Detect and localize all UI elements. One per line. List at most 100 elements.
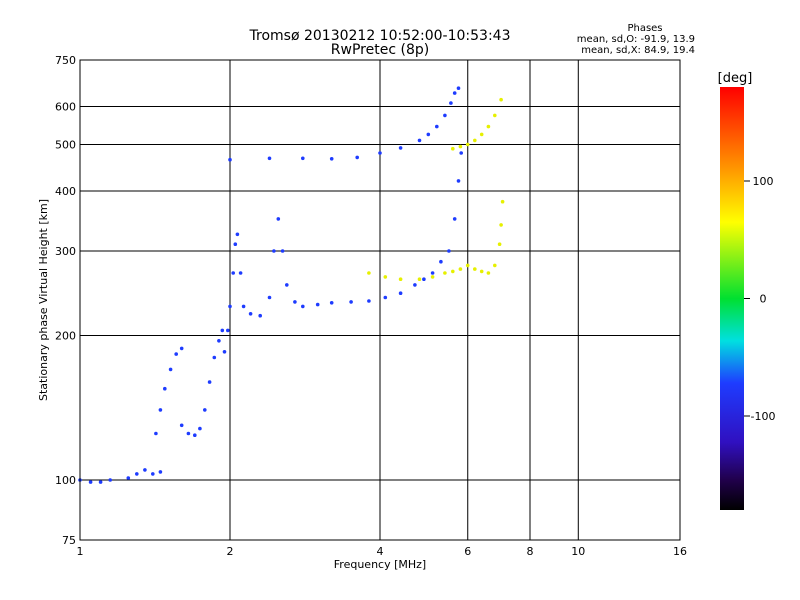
y-tick-label: 750 [55, 54, 76, 67]
x-tick-label: 8 [527, 545, 534, 558]
x-axis-ticks: 1 2 4 6 8 10 16 [77, 545, 688, 558]
colorbar [720, 87, 744, 510]
y-tick-label: 500 [55, 139, 76, 152]
data-point [267, 156, 272, 161]
data-point [451, 146, 455, 151]
data-point [293, 300, 297, 304]
y-axis-label: Stationary phase Virtual Height [km] [37, 199, 50, 401]
data-point [212, 355, 217, 360]
data-point [158, 408, 163, 412]
x-tick-label: 4 [377, 545, 384, 558]
data-point [186, 431, 191, 436]
data-point [473, 138, 477, 143]
data-point [207, 380, 212, 384]
data-point [458, 267, 463, 271]
data-point [228, 304, 232, 309]
x-tick-label: 10 [571, 545, 585, 558]
y-tick-label: 600 [55, 101, 76, 114]
data-point [220, 328, 225, 333]
data-point [413, 283, 417, 287]
data-point [168, 367, 173, 372]
stats-x-line: mean, sd,X: 84.9, 19.4 [581, 45, 695, 56]
data-point [426, 132, 431, 137]
data-point [198, 426, 202, 431]
data-point [228, 157, 232, 162]
data-point [398, 277, 403, 282]
colorbar-tick-label: 100 [753, 175, 774, 188]
data-point [135, 472, 139, 476]
data-point [465, 142, 470, 147]
data-point [473, 267, 477, 271]
data-point [486, 124, 491, 129]
data-point [276, 217, 281, 221]
data-point [98, 480, 103, 484]
colorbar-label: [deg] [718, 71, 753, 86]
data-point [179, 346, 184, 351]
data-point [417, 138, 422, 143]
chart-subtitle: RwPretec (8p) [331, 42, 429, 58]
data-point [329, 157, 334, 161]
y-axis-ticks: 75 100 200 300 400 500 600 750 [55, 54, 76, 547]
data-point [383, 275, 388, 279]
data-point [126, 476, 131, 480]
data-point [203, 408, 207, 412]
data-point [493, 113, 497, 118]
data-point [452, 91, 457, 95]
colorbar-ticks: 100 0 -100 [744, 175, 775, 423]
data-point [500, 199, 505, 204]
data-point [430, 271, 435, 275]
y-tick-label: 400 [55, 185, 76, 198]
data-point [88, 480, 93, 484]
colorbar-tick-label: -100 [751, 410, 776, 423]
data-point [108, 478, 112, 482]
stats-heading: Phases [627, 23, 662, 34]
data-point [430, 275, 435, 279]
data-point [143, 468, 147, 472]
data-point [447, 249, 451, 253]
x-axis-label: Frequency [MHz] [334, 558, 426, 571]
data-point [383, 295, 388, 300]
y-tick-label: 75 [62, 534, 76, 547]
x-tick-label: 2 [227, 545, 234, 558]
data-point [233, 242, 238, 246]
data-point [458, 144, 463, 149]
data-point [378, 151, 382, 155]
data-point [456, 179, 461, 183]
data-point [486, 271, 491, 275]
data-point [193, 433, 197, 438]
data-point [285, 283, 289, 287]
data-point [248, 312, 253, 316]
data-point [280, 249, 285, 253]
stats-o-line: mean, sd,O: -91.9, 13.9 [577, 34, 695, 45]
data-point [267, 295, 272, 300]
data-point [367, 271, 371, 275]
data-point [217, 339, 221, 343]
x-tick-label: 16 [673, 545, 687, 558]
data-point [479, 132, 484, 137]
data-point [241, 304, 246, 309]
data-point [439, 259, 443, 264]
data-point [301, 156, 305, 161]
data-point [417, 277, 422, 282]
data-point [329, 301, 334, 305]
y-tick-label: 200 [55, 330, 76, 343]
data-point [158, 470, 163, 474]
data-point [154, 431, 158, 436]
data-point [315, 302, 320, 307]
data-point [163, 386, 167, 391]
x-tick-label: 6 [464, 545, 471, 558]
colorbar-tick-label: 0 [760, 293, 767, 306]
y-tick-label: 300 [55, 245, 76, 258]
data-point [449, 101, 453, 105]
data-point [493, 263, 497, 268]
data-point [499, 97, 503, 102]
data-point [367, 299, 371, 303]
data-point [452, 217, 457, 221]
data-points [78, 86, 505, 484]
y-tick-label: 100 [55, 474, 76, 487]
data-point [355, 155, 360, 160]
data-point [231, 271, 235, 275]
data-point [272, 249, 276, 253]
data-point [398, 291, 403, 296]
